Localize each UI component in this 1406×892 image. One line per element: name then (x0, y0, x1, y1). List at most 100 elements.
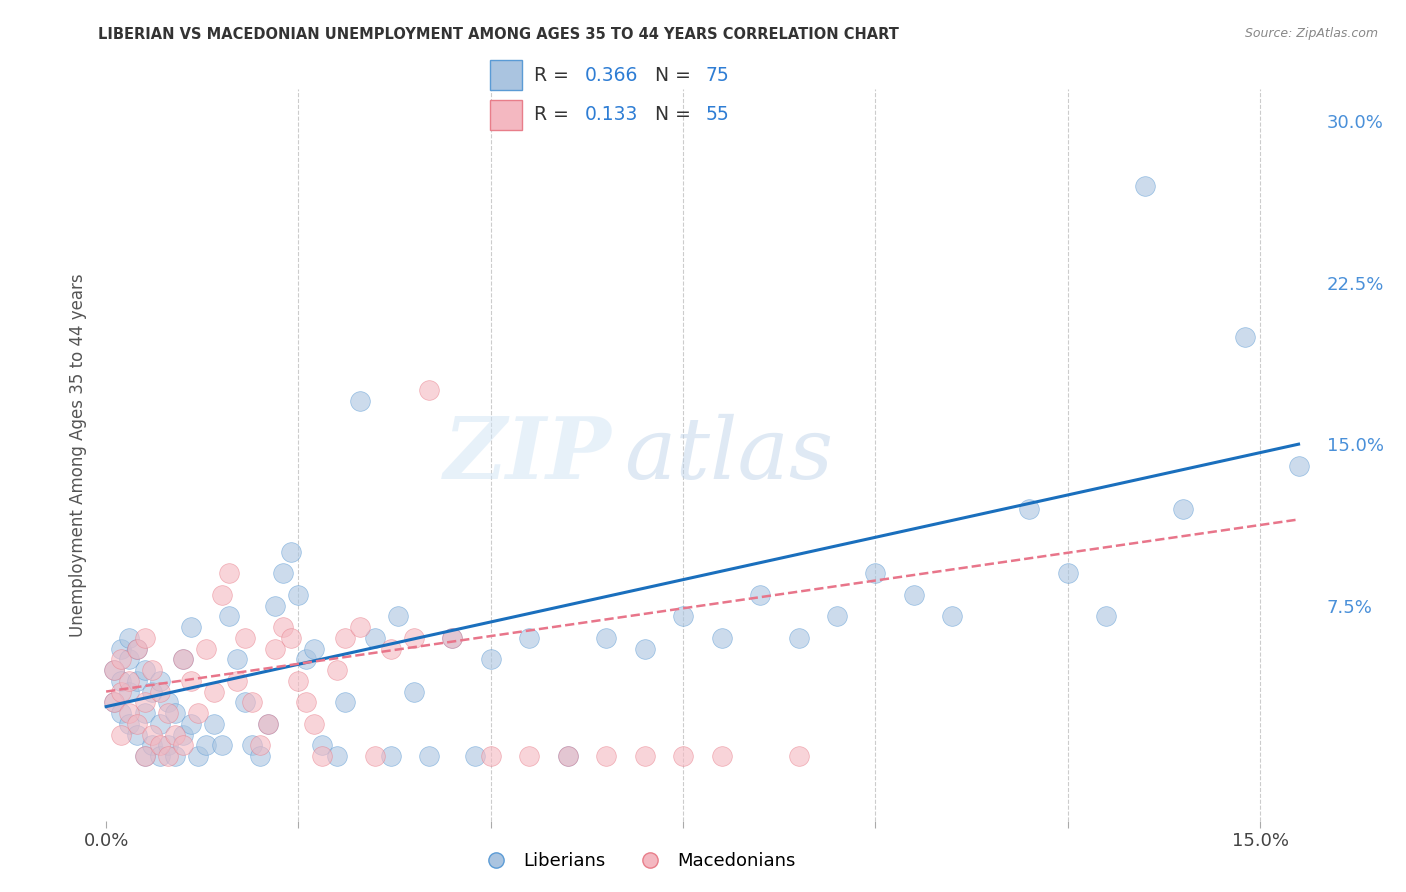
Point (295, 695, 318, 709)
Y-axis label: Unemployment Among Ages 35 to 44 years: Unemployment Among Ages 35 to 44 years (69, 273, 87, 637)
Point (125, 728, 148, 742)
Point (125, 673, 148, 688)
Point (249, 749, 271, 764)
Point (441, 631, 464, 645)
Point (110, 673, 132, 688)
Point (165, 706, 187, 720)
Point (141, 684, 163, 698)
Point (103, 663, 125, 677)
Point (172, 739, 194, 753)
Point (364, 749, 387, 764)
Text: 55: 55 (706, 105, 730, 125)
Point (141, 739, 163, 753)
Point (633, 749, 655, 764)
Point (380, 749, 402, 764)
Point (110, 684, 132, 698)
Point (125, 641, 148, 656)
Point (364, 631, 387, 645)
Point (672, 749, 695, 764)
Point (211, 588, 233, 602)
Point (180, 673, 202, 688)
Point (134, 631, 156, 645)
Point (517, 631, 540, 645)
Point (402, 684, 425, 698)
Point (125, 641, 148, 656)
Point (464, 749, 486, 764)
Point (326, 663, 349, 677)
Point (118, 673, 141, 688)
Point (787, 749, 810, 764)
Point (418, 749, 440, 764)
Point (202, 684, 225, 698)
Point (787, 631, 810, 645)
Text: LIBERIAN VS MACEDONIAN UNEMPLOYMENT AMONG AGES 35 TO 44 YEARS CORRELATION CHART: LIBERIAN VS MACEDONIAN UNEMPLOYMENT AMON… (98, 27, 900, 42)
Point (349, 394, 371, 409)
Point (233, 695, 256, 709)
Point (225, 673, 247, 688)
Point (1056, 566, 1078, 581)
Text: atlas: atlas (624, 414, 834, 496)
Point (749, 588, 772, 602)
Point (295, 652, 318, 666)
Point (118, 631, 141, 645)
Point (517, 749, 540, 764)
Point (302, 641, 325, 656)
Text: ZIP: ZIP (444, 413, 612, 497)
Text: N =: N = (655, 105, 697, 125)
Point (134, 749, 156, 764)
Point (118, 716, 141, 731)
Point (333, 631, 356, 645)
Point (249, 739, 271, 753)
Point (110, 641, 132, 656)
Point (156, 739, 179, 753)
Text: 75: 75 (706, 66, 730, 85)
Point (1095, 609, 1118, 624)
Point (256, 716, 278, 731)
Point (149, 684, 172, 698)
Point (149, 749, 172, 764)
Point (240, 739, 263, 753)
Point (149, 739, 172, 753)
Point (180, 716, 202, 731)
Point (441, 631, 464, 645)
Point (118, 684, 141, 698)
Point (672, 609, 695, 624)
Point (595, 631, 617, 645)
Point (1233, 329, 1256, 343)
Point (710, 631, 733, 645)
Point (233, 631, 256, 645)
FancyBboxPatch shape (489, 100, 523, 130)
Point (311, 739, 333, 753)
Point (103, 695, 125, 709)
Point (134, 695, 156, 709)
Point (103, 695, 125, 709)
Point (110, 652, 132, 666)
Point (110, 706, 132, 720)
Point (134, 706, 156, 720)
Point (156, 706, 179, 720)
Text: R =: R = (534, 105, 581, 125)
Point (141, 663, 163, 677)
Text: 0.133: 0.133 (585, 105, 638, 125)
Point (134, 663, 156, 677)
Point (202, 716, 225, 731)
Point (271, 566, 294, 581)
Text: R =: R = (534, 66, 575, 85)
Point (256, 716, 278, 731)
Point (118, 706, 141, 720)
Point (311, 749, 333, 764)
Point (134, 749, 156, 764)
Point (380, 641, 402, 656)
Point (595, 749, 617, 764)
Point (240, 695, 263, 709)
Point (710, 749, 733, 764)
Point (479, 652, 502, 666)
Point (287, 673, 309, 688)
Legend: Liberians, Macedonians: Liberians, Macedonians (471, 845, 803, 878)
Point (125, 716, 148, 731)
Point (825, 609, 848, 624)
Point (141, 728, 163, 742)
Point (280, 545, 302, 559)
Point (187, 706, 209, 720)
Point (218, 609, 240, 624)
